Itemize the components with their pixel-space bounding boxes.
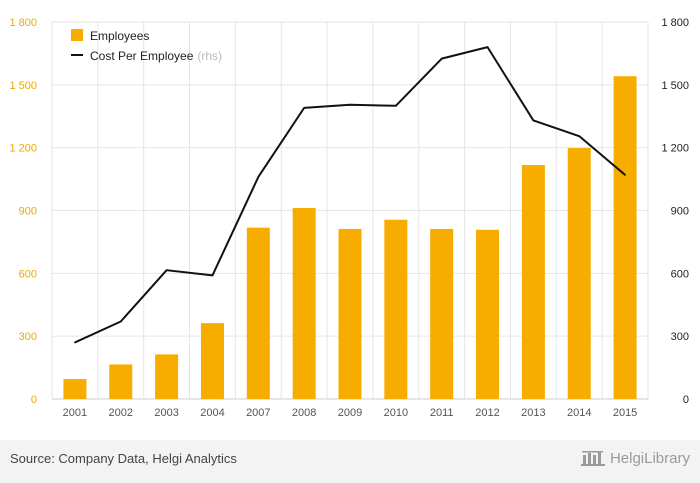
right-tick-label: 900 xyxy=(671,206,689,218)
line-point-cost-per-employee xyxy=(440,57,443,60)
line-point-cost-per-employee xyxy=(165,269,168,271)
left-tick-label: 300 xyxy=(19,331,37,343)
x-tick-label: 2007 xyxy=(246,407,270,419)
right-tick-label: 1 800 xyxy=(661,17,689,29)
bar-employees xyxy=(430,228,454,399)
line-point-cost-per-employee xyxy=(74,341,76,344)
line-point-cost-per-employee xyxy=(349,103,351,106)
line-point-cost-per-employee xyxy=(486,46,489,48)
legend-entry-cost-per-employee: Cost Per Employee (rhs) xyxy=(90,49,222,63)
right-tick-label: 1 200 xyxy=(661,143,689,155)
bar-employees xyxy=(246,227,270,399)
x-tick-label: 2002 xyxy=(109,407,133,419)
x-tick-label: 2015 xyxy=(613,407,637,419)
source-text: Source: Company Data, Helgi Analytics xyxy=(10,451,237,466)
left-tick-label: 1 500 xyxy=(9,80,37,92)
legend: Employees Cost Per Employee (rhs) xyxy=(71,29,222,63)
x-tick-label: 2010 xyxy=(384,407,408,419)
gridlines xyxy=(51,21,649,400)
left-tick-label: 900 xyxy=(19,206,37,218)
legend-swatch-employees xyxy=(71,29,83,41)
x-tick-label: 2014 xyxy=(567,407,591,419)
x-tick-label: 2001 xyxy=(63,407,87,419)
right-tick-label: 0 xyxy=(683,394,689,406)
bar-employees xyxy=(476,229,500,399)
left-axis: 0 300 600 900 1 200 1 500 1 800 xyxy=(9,17,37,406)
line-point-cost-per-employee xyxy=(303,107,305,109)
line-point-cost-per-employee xyxy=(578,135,581,137)
bar-employees xyxy=(292,207,316,399)
line-point-cost-per-employee xyxy=(624,174,626,176)
line-point-cost-per-employee xyxy=(257,176,260,178)
bar-employees xyxy=(567,148,591,399)
legend-note-rhs: (rhs) xyxy=(197,49,222,63)
legend-label-employees: Employees xyxy=(90,29,149,43)
left-tick-label: 1 200 xyxy=(9,143,37,155)
bar-employees xyxy=(521,165,545,399)
right-tick-label: 1 500 xyxy=(661,80,689,92)
line-point-cost-per-employee xyxy=(211,274,214,277)
line-point-cost-per-employee xyxy=(395,104,397,107)
legend-label-cost-per-employee: Cost Per Employee xyxy=(90,49,194,63)
bar-employees xyxy=(384,219,408,399)
x-tick-label: 2012 xyxy=(475,407,499,419)
bar-employees xyxy=(63,379,87,399)
bar-employees xyxy=(155,354,179,399)
line-point-cost-per-employee xyxy=(532,119,535,122)
right-axis: 0 300 600 900 1 200 1 500 1 800 xyxy=(661,17,689,406)
x-tick-label: 2008 xyxy=(292,407,316,419)
x-axis: 2001 2002 2003 2004 2007 2008 2009 2010 2011 2012… xyxy=(63,407,638,419)
brand-name: HelgiLibrary xyxy=(609,449,690,467)
left-tick-label: 600 xyxy=(19,268,37,280)
x-tick-label: 2009 xyxy=(338,407,362,419)
line-series xyxy=(74,46,626,344)
line-point-cost-per-employee xyxy=(119,320,122,323)
brand-logo: HelgiLibrary xyxy=(580,449,690,467)
bar-employees xyxy=(338,228,362,399)
x-tick-label: 2011 xyxy=(430,407,454,419)
x-tick-label: 2013 xyxy=(521,407,545,419)
right-tick-label: 300 xyxy=(671,331,689,343)
x-tick-label: 2004 xyxy=(200,407,224,419)
combo-chart: 0 300 600 900 1 200 1 500 1 800 0 300 600 900 1 20… xyxy=(9,17,689,419)
bar-employees xyxy=(200,323,224,399)
bar-series xyxy=(63,76,637,400)
left-tick-label: 1 800 xyxy=(9,17,37,29)
bar-employees xyxy=(613,76,637,400)
library-building-icon xyxy=(580,451,605,466)
x-tick-label: 2003 xyxy=(154,407,178,419)
right-tick-label: 600 xyxy=(671,268,689,280)
bar-employees xyxy=(109,364,133,399)
left-tick-label: 0 xyxy=(31,394,37,406)
